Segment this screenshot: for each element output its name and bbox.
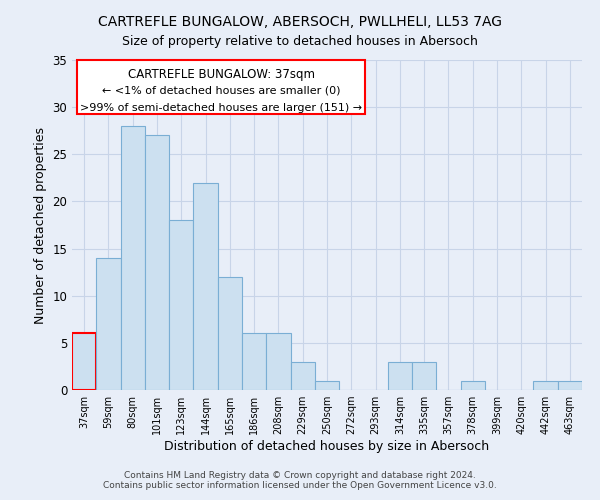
Text: CARTREFLE BUNGALOW, ABERSOCH, PWLLHELI, LL53 7AG: CARTREFLE BUNGALOW, ABERSOCH, PWLLHELI, … (98, 15, 502, 29)
Bar (315, 380, 339, 390)
Bar (218, 277, 242, 390)
Text: Contains HM Land Registry data © Crown copyright and database right 2024.
Contai: Contains HM Land Registry data © Crown c… (103, 470, 497, 490)
Text: Size of property relative to detached houses in Abersoch: Size of property relative to detached ho… (122, 35, 478, 48)
Bar (145, 136, 169, 390)
X-axis label: Distribution of detached houses by size in Abersoch: Distribution of detached houses by size … (164, 440, 490, 453)
Y-axis label: Number of detached properties: Number of detached properties (34, 126, 47, 324)
Text: ← <1% of detached houses are smaller (0): ← <1% of detached houses are smaller (0) (102, 86, 340, 96)
FancyBboxPatch shape (77, 60, 365, 114)
Bar (388, 362, 412, 390)
Bar (72, 334, 96, 390)
Bar (96, 258, 121, 390)
Bar (121, 126, 145, 390)
Bar (558, 380, 582, 390)
Bar (169, 220, 193, 390)
Text: CARTREFLE BUNGALOW: 37sqm: CARTREFLE BUNGALOW: 37sqm (128, 68, 314, 81)
Bar (412, 362, 436, 390)
Text: >99% of semi-detached houses are larger (151) →: >99% of semi-detached houses are larger … (80, 102, 362, 113)
Bar (533, 380, 558, 390)
Bar (266, 334, 290, 390)
Bar (242, 334, 266, 390)
Bar (290, 362, 315, 390)
Bar (461, 380, 485, 390)
Bar (193, 182, 218, 390)
